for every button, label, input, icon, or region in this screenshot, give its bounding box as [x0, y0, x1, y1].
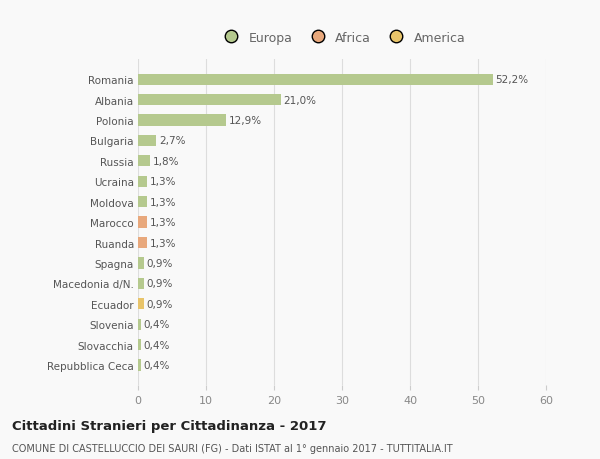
- Text: 0,4%: 0,4%: [143, 319, 170, 330]
- Text: 0,9%: 0,9%: [147, 279, 173, 289]
- Legend: Europa, Africa, America: Europa, Africa, America: [214, 27, 470, 50]
- Bar: [138, 115, 226, 126]
- Bar: [138, 319, 141, 330]
- Bar: [138, 74, 493, 86]
- Bar: [138, 196, 147, 208]
- Text: 0,4%: 0,4%: [143, 340, 170, 350]
- Text: 1,8%: 1,8%: [153, 157, 179, 167]
- Text: 0,9%: 0,9%: [147, 299, 173, 309]
- Bar: [138, 237, 147, 249]
- Text: 1,3%: 1,3%: [149, 218, 176, 228]
- Text: Cittadini Stranieri per Cittadinanza - 2017: Cittadini Stranieri per Cittadinanza - 2…: [12, 419, 326, 432]
- Text: 1,3%: 1,3%: [149, 177, 176, 187]
- Text: 1,3%: 1,3%: [149, 197, 176, 207]
- Bar: [138, 176, 147, 187]
- Text: COMUNE DI CASTELLUCCIO DEI SAURI (FG) - Dati ISTAT al 1° gennaio 2017 - TUTTITAL: COMUNE DI CASTELLUCCIO DEI SAURI (FG) - …: [12, 443, 452, 453]
- Text: 12,9%: 12,9%: [229, 116, 262, 126]
- Bar: [138, 359, 141, 371]
- Text: 0,4%: 0,4%: [143, 360, 170, 370]
- Bar: [138, 278, 144, 289]
- Bar: [138, 217, 147, 228]
- Text: 21,0%: 21,0%: [284, 95, 317, 106]
- Bar: [138, 156, 150, 167]
- Text: 0,9%: 0,9%: [147, 258, 173, 269]
- Bar: [138, 298, 144, 310]
- Text: 1,3%: 1,3%: [149, 238, 176, 248]
- Bar: [138, 135, 157, 147]
- Bar: [138, 339, 141, 350]
- Text: 2,7%: 2,7%: [159, 136, 185, 146]
- Bar: [138, 95, 281, 106]
- Bar: [138, 258, 144, 269]
- Text: 52,2%: 52,2%: [496, 75, 529, 85]
